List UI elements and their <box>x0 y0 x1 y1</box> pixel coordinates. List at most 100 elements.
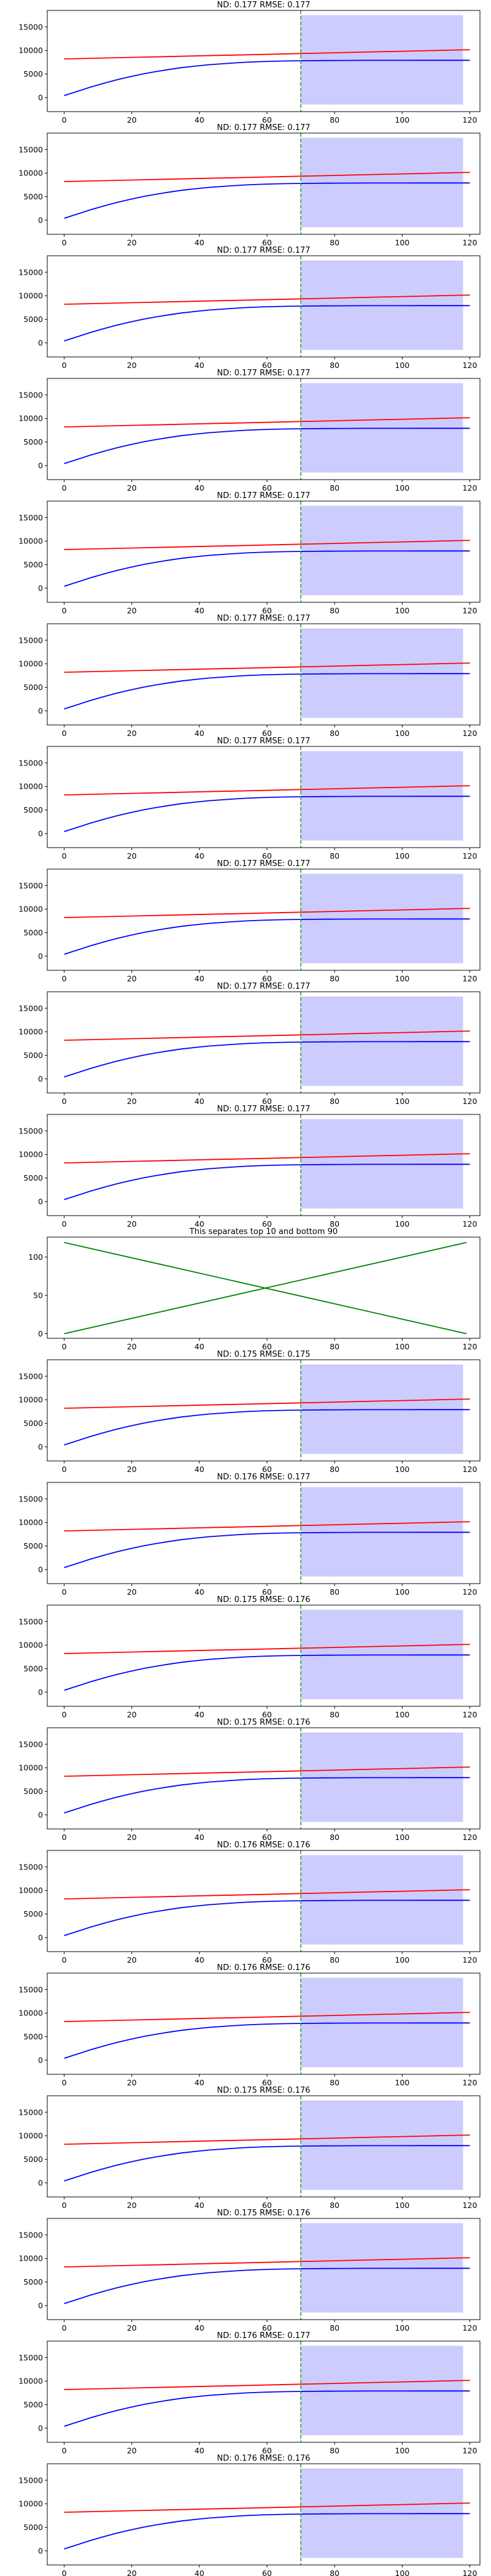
y-tick-label: 10000 <box>18 2377 43 2386</box>
y-tick-label: 15000 <box>18 2230 43 2239</box>
axes-frame <box>47 1972 481 2075</box>
x-tick-label: 40 <box>195 1710 204 1719</box>
y-tick-label: 15000 <box>18 1494 43 1503</box>
x-tick-label: 60 <box>262 2323 272 2333</box>
y-tick-label: 5000 <box>23 437 43 447</box>
y-tick-label: 5000 <box>23 1051 43 1060</box>
x-tick-label: 80 <box>330 483 339 493</box>
series-line-1 <box>64 2380 470 2390</box>
subplot-1: ND: 0.177 RMSE: 0.177 0 20 40 60 80 100 120 0 500… <box>18 1 481 125</box>
series-line-1 <box>64 908 470 918</box>
x-tick-label: 40 <box>195 2201 204 2210</box>
y-tick-label: 5000 <box>23 2032 43 2041</box>
series-line-1 <box>64 1030 470 1041</box>
subplot-title: ND: 0.175 RMSE: 0.176 <box>217 2086 310 2095</box>
x-tick-label: 20 <box>127 1710 137 1719</box>
y-tick-label: 15000 <box>18 1617 43 1626</box>
series-line-2 <box>64 673 470 710</box>
y-tick-label: 15000 <box>18 1371 43 1381</box>
series-line-2 <box>64 59 470 96</box>
y-tick-label: 5000 <box>23 192 43 201</box>
x-tick-label: 120 <box>463 1219 477 1229</box>
axes-frame <box>47 2218 481 2320</box>
y-tick-label: 10000 <box>18 169 43 178</box>
subplot-7: ND: 0.177 RMSE: 0.177 0 20 40 60 80 100 120 0 500… <box>18 737 481 861</box>
axes-frame <box>47 1727 481 1830</box>
x-tick-label: 40 <box>195 606 204 615</box>
series-line-1 <box>64 172 470 182</box>
series-line-2 <box>64 1777 470 1814</box>
x-tick-label: 0 <box>62 2201 67 2210</box>
series-line-1 <box>64 540 470 550</box>
x-tick-label: 0 <box>62 1587 67 1597</box>
x-tick-label: 80 <box>330 1587 339 1597</box>
series-line-2 <box>64 182 470 219</box>
y-tick-label: 0 <box>38 461 43 470</box>
y-tick-label: 15000 <box>18 1985 43 1994</box>
series-line-1 <box>64 2502 470 2513</box>
x-tick-label: 80 <box>330 2078 339 2087</box>
x-tick-label: 100 <box>395 2569 409 2576</box>
x-tick-label: 0 <box>62 238 67 247</box>
x-tick-label: 40 <box>195 1587 204 1597</box>
y-tick-label: 10000 <box>18 905 43 914</box>
subplot-title: ND: 0.175 RMSE: 0.175 <box>217 1350 310 1359</box>
axes-frame <box>47 378 481 480</box>
x-tick-label: 40 <box>195 2078 204 2087</box>
series-line-2 <box>64 1409 470 1446</box>
x-tick-label: 60 <box>262 1833 272 1842</box>
x-tick-label: 60 <box>262 1587 272 1597</box>
y-tick-label: 10000 <box>18 1518 43 1527</box>
x-tick-label: 120 <box>463 483 477 493</box>
y-tick-label: 5000 <box>23 1787 43 1796</box>
y-tick-label: 5000 <box>23 315 43 324</box>
y-tick-label: 5000 <box>23 1419 43 1428</box>
x-tick-label: 20 <box>127 238 137 247</box>
series-line-2 <box>64 1241 467 1335</box>
axes-frame <box>47 991 481 1094</box>
series-line-2 <box>64 2390 470 2427</box>
series-line-2 <box>64 795 470 832</box>
x-tick-label: 40 <box>195 2323 204 2333</box>
x-tick-label: 60 <box>262 115 272 125</box>
x-tick-label: 80 <box>330 2569 339 2576</box>
y-tick-label: 0 <box>38 2055 43 2064</box>
series-line-2 <box>64 427 470 464</box>
series-line-1 <box>64 1766 470 1777</box>
x-tick-label: 20 <box>127 1833 137 1842</box>
y-tick-label: 5000 <box>23 2155 43 2164</box>
x-tick-label: 60 <box>262 1955 272 1965</box>
x-tick-label: 120 <box>463 2201 477 2210</box>
x-tick-label: 0 <box>62 361 67 370</box>
x-tick-label: 0 <box>62 2569 67 2576</box>
y-tick-label: 10000 <box>18 2009 43 2018</box>
x-tick-label: 20 <box>127 974 137 983</box>
subplot-3: ND: 0.177 RMSE: 0.177 0 20 40 60 80 100 120 0 500… <box>18 246 481 370</box>
subplot-title: This separates top 10 and bottom 90 <box>189 1227 338 1236</box>
y-tick-label: 5000 <box>23 1909 43 1919</box>
y-tick-label: 0 <box>38 1197 43 1206</box>
y-tick-label: 10000 <box>18 659 43 669</box>
y-tick-label: 15000 <box>18 635 43 645</box>
x-tick-label: 20 <box>127 361 137 370</box>
x-tick-label: 120 <box>463 1833 477 1842</box>
x-tick-label: 0 <box>62 2446 67 2455</box>
x-tick-label: 40 <box>195 1833 204 1842</box>
x-tick-label: 40 <box>195 2446 204 2455</box>
x-tick-label: 20 <box>127 2078 137 2087</box>
axes-frame <box>47 132 481 235</box>
y-tick-label: 15000 <box>18 267 43 277</box>
x-tick-label: 80 <box>330 2323 339 2333</box>
axes-frame <box>47 2463 481 2566</box>
series-line-2 <box>64 550 470 587</box>
subplot-12: ND: 0.175 RMSE: 0.175 0 20 40 60 80 100 120 0 500… <box>18 1350 481 1474</box>
series-line-2 <box>64 918 470 955</box>
axes-frame <box>47 868 481 971</box>
x-tick-label: 60 <box>262 238 272 247</box>
series-line-2 <box>64 1041 470 1078</box>
y-tick-label: 0 <box>38 2423 43 2432</box>
y-tick-label: 15000 <box>18 22 43 31</box>
series-line-2 <box>64 2145 470 2182</box>
subplot-title: ND: 0.175 RMSE: 0.176 <box>217 1595 310 1604</box>
y-tick-label: 10000 <box>18 291 43 301</box>
